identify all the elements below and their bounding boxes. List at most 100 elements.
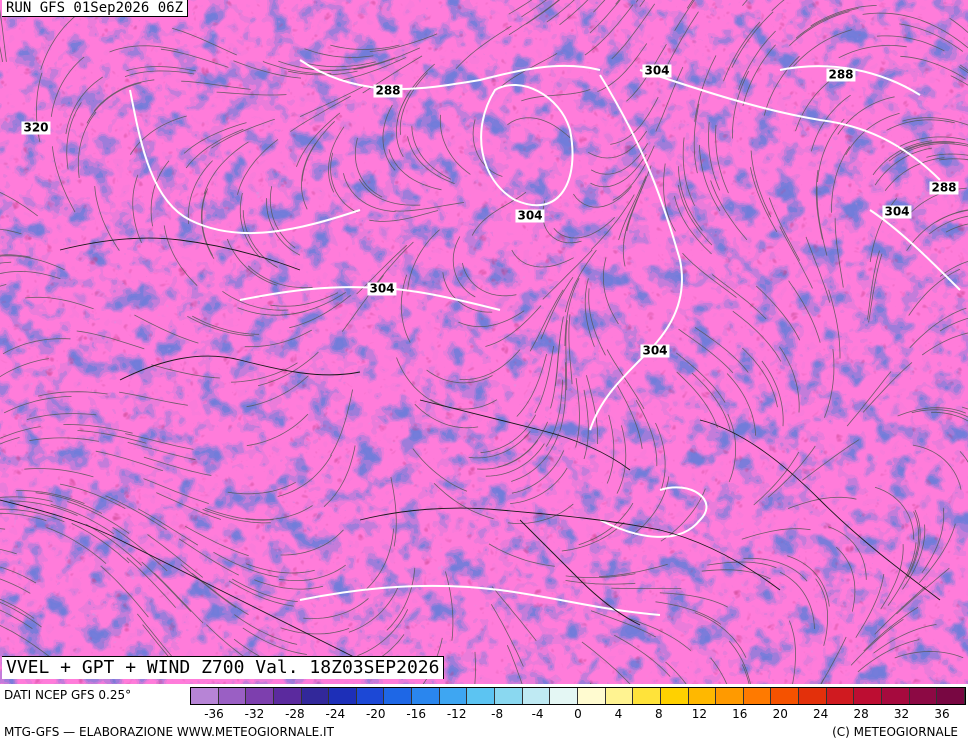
color-scale-tick: -4 <box>531 707 544 721</box>
streamline <box>151 364 220 379</box>
streamline <box>270 292 339 307</box>
streamline <box>665 661 687 684</box>
streamline <box>529 289 564 352</box>
streamline <box>732 70 750 139</box>
isoline-label: 304 <box>515 208 545 223</box>
streamline <box>185 128 244 169</box>
streamline <box>411 125 452 180</box>
streamline <box>430 399 498 410</box>
streamline <box>246 375 309 408</box>
streamline <box>755 285 801 341</box>
streamline <box>330 389 353 456</box>
streamline <box>0 508 65 523</box>
isoline-label: 304 <box>367 281 397 296</box>
streamline <box>326 57 396 71</box>
streamline <box>95 450 164 472</box>
streamline <box>896 567 950 615</box>
streamline <box>516 353 547 417</box>
streamline <box>0 9 7 62</box>
streamline <box>187 160 213 225</box>
streamline <box>323 445 356 507</box>
streamline <box>388 149 442 191</box>
streamline <box>846 371 892 427</box>
streamline <box>564 277 580 347</box>
streamline <box>855 574 885 638</box>
streamline <box>663 163 676 232</box>
streamline <box>278 564 346 581</box>
streamline <box>439 114 471 175</box>
color-scale-cell <box>716 688 744 704</box>
streamline <box>237 139 279 195</box>
streamline <box>242 627 307 655</box>
streamline <box>939 317 968 332</box>
streamline <box>810 5 877 27</box>
color-scale-cell <box>854 688 883 704</box>
streamline <box>65 76 103 135</box>
streamline <box>0 46 3 62</box>
color-scale <box>190 687 966 705</box>
weather-map <box>0 0 968 684</box>
streamline <box>143 456 212 476</box>
streamline <box>802 439 860 481</box>
isoline-288-north <box>299 59 601 90</box>
streamline <box>694 612 747 658</box>
color-scale-cell <box>246 688 274 704</box>
color-scale-cell <box>356 688 385 704</box>
streamline <box>455 25 512 69</box>
streamline <box>793 29 853 67</box>
streamline <box>575 377 580 448</box>
streamline <box>753 451 800 506</box>
isoline-label: 304 <box>640 343 670 358</box>
color-scale-tick: -24 <box>325 707 346 721</box>
streamline <box>491 586 537 642</box>
streamline <box>693 103 700 174</box>
color-scale-tick: 0 <box>574 707 582 721</box>
streamline <box>0 426 41 439</box>
streamline <box>565 580 636 585</box>
streamline <box>553 217 615 239</box>
streamline <box>727 413 736 483</box>
geopotential-isolines <box>129 59 961 616</box>
streamline <box>905 511 920 579</box>
streamline <box>611 3 656 60</box>
color-scale-tick: 8 <box>655 707 663 721</box>
streamline <box>677 166 703 231</box>
streamline <box>71 523 130 564</box>
streamline <box>127 442 196 461</box>
streamline <box>521 89 591 102</box>
streamline <box>147 534 204 578</box>
streamline <box>872 140 932 176</box>
streamline <box>262 61 332 74</box>
streamline <box>540 276 574 340</box>
streamline <box>354 137 383 198</box>
streamline <box>742 44 776 106</box>
color-scale-cell <box>329 688 357 704</box>
streamline <box>868 253 883 323</box>
streamline <box>67 501 130 534</box>
streamline <box>59 483 126 509</box>
streamline <box>163 225 198 286</box>
color-scale-tick: -32 <box>244 707 265 721</box>
streamline <box>583 389 589 460</box>
color-scale-cell <box>439 688 468 704</box>
streamline <box>618 175 647 241</box>
run-label: RUN GFS 01Sep2026 06Z <box>2 0 189 17</box>
streamline <box>426 369 493 384</box>
streamline <box>788 620 797 684</box>
streamline <box>863 606 919 652</box>
wind-streamlines <box>0 0 968 684</box>
streamline <box>364 528 394 591</box>
streamline <box>178 538 239 576</box>
streamline <box>160 48 229 68</box>
streamline <box>93 79 155 112</box>
streamline <box>234 614 298 645</box>
streamline <box>573 186 632 208</box>
streamline <box>0 601 42 628</box>
streamline <box>244 329 312 348</box>
streamline <box>0 566 37 584</box>
streamline <box>290 95 351 132</box>
streamline <box>0 255 65 271</box>
color-scale-ticks: -36 -32 -28 -24 -20 -16 -12 -8 -4 0 4 8 12 16 20 24 28 32… <box>190 707 966 723</box>
color-scale-cell <box>577 688 606 704</box>
streamline <box>655 66 684 132</box>
